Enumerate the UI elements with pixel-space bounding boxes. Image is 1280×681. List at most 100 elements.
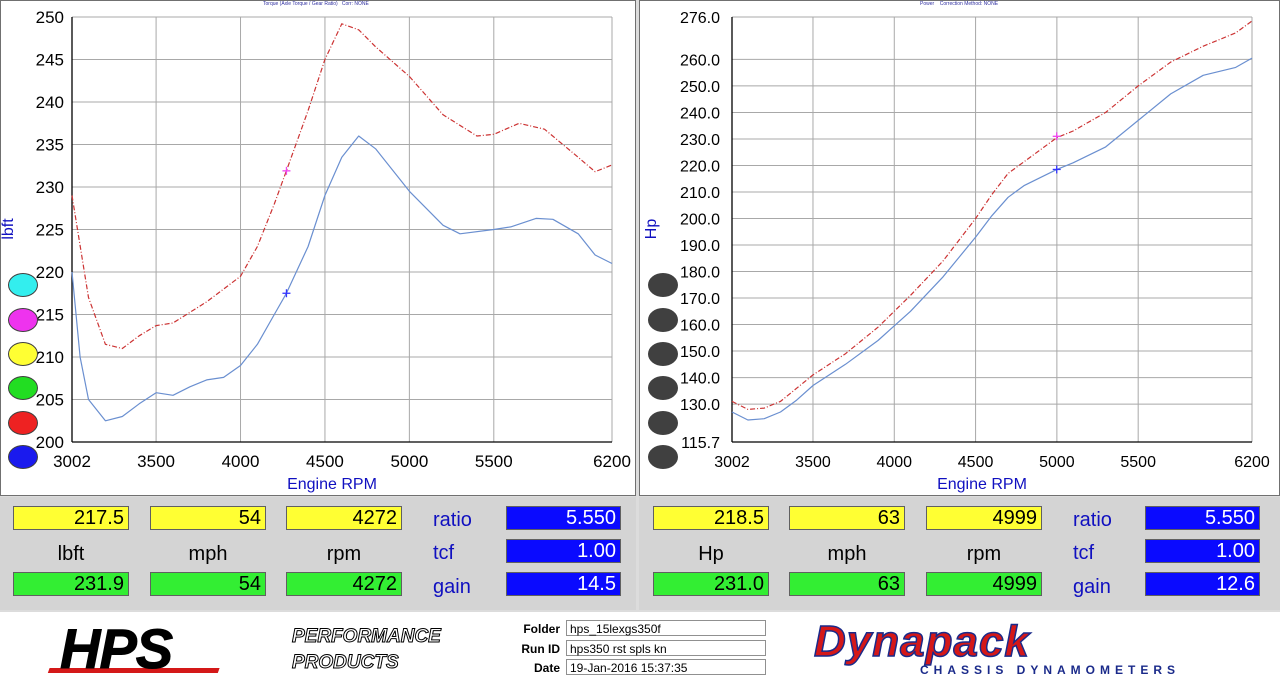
x-axis-label: Engine RPM (287, 476, 377, 493)
x-tick-label: 3002 (53, 452, 91, 471)
y-tick-label: 200 (36, 433, 64, 452)
gain-value: 14.5 (506, 572, 621, 596)
power-header-text: Power (920, 1, 935, 7)
y-axis-label: lbft (1, 218, 17, 240)
power-readout: 218.5 63 4999 Hp mph rpm 231.0 63 4999 r… (639, 497, 1280, 610)
legend-dot[interactable] (8, 376, 38, 400)
date-label: Date (533, 661, 560, 675)
folder-value: hps_15lexgs350f (566, 620, 766, 636)
x-tick-label: 3002 (714, 454, 750, 471)
y-tick-label: 190.0 (680, 238, 720, 255)
y-tick-label: 250 (36, 8, 64, 27)
runid-value: hps350 rst spls kn (566, 640, 766, 656)
tcf-label: tcf (433, 542, 455, 564)
y-tick-label: 250.0 (680, 79, 720, 96)
x-tick-label: 5500 (1120, 454, 1156, 471)
rpm-unit-label: rpm (326, 543, 362, 565)
hps-logo-text: HPS (60, 617, 173, 680)
peak-hp-value: 231.0 (653, 572, 769, 596)
gain-label: gain (1073, 576, 1111, 598)
dynapack-logo: Dynapack CHASSIS DYNAMOMETERS (813, 616, 1180, 677)
y-tick-label: 220.0 (680, 158, 720, 175)
y-tick-label: 170.0 (680, 291, 720, 308)
y-tick-label: 140.0 (680, 371, 720, 388)
y-tick-label: 205 (36, 391, 64, 410)
x-tick-label: 6200 (1234, 454, 1270, 471)
legend-dot[interactable] (648, 411, 678, 435)
legend-dot[interactable] (8, 445, 38, 469)
power-chart[interactable]: 3002 3500 4000 4500 5000 5500 6200 115.7 130.0 14… (640, 1, 1280, 497)
y-tick-label: 200.0 (680, 211, 720, 228)
cursor-hp-value: 218.5 (653, 506, 769, 530)
peak-rpm-value: 4272 (286, 572, 402, 596)
legend-dot[interactable] (648, 445, 678, 469)
y-tick-label: 235 (36, 136, 64, 155)
x-tick-label: 4000 (222, 452, 260, 471)
y-tick-label: 230.0 (680, 132, 720, 149)
power-header-corr: Correction Method: NONE (939, 1, 999, 7)
legend-dot[interactable] (8, 411, 38, 435)
y-tick-label: 276.0 (680, 10, 720, 27)
cursor-torque-value: 217.5 (13, 506, 129, 530)
y-tick-label: 130.0 (680, 397, 720, 414)
hps-tagline-2: PRODUCTS (292, 652, 399, 673)
rpm-unit-label: rpm (966, 543, 1002, 565)
ratio-label: ratio (433, 509, 472, 531)
y-tick-label: 180.0 (680, 265, 720, 282)
cursor-mph-value: 54 (150, 506, 266, 530)
y-tick-label: 225 (36, 221, 64, 240)
folder-label: Folder (523, 622, 560, 636)
y-tick-label: 240 (36, 93, 64, 112)
runid-label: Run ID (521, 642, 560, 656)
y-tick-label: 230 (36, 178, 64, 197)
dynapack-logo-text: Dynapack (814, 617, 1031, 666)
ratio-value: 5.550 (506, 506, 621, 530)
legend-dot[interactable] (8, 308, 38, 332)
power-chart-header: Power Correction Method: NONE (920, 1, 998, 7)
series-line-1 (731, 20, 1253, 410)
torque-readout: 217.5 54 4272 lbft mph rpm 231.9 54 4272… (0, 497, 636, 610)
torque-header-text: Torque (Axle Torque / Gear Ratio) (263, 1, 338, 7)
y-tick-label: 245 (36, 51, 64, 70)
y-tick-label: 210.0 (680, 185, 720, 202)
y-tick-label: 260.0 (680, 52, 720, 69)
legend-dot[interactable] (648, 308, 678, 332)
y-tick-label: 240.0 (680, 105, 720, 122)
y-tick-label: 215 (36, 306, 64, 325)
date-value: 19-Jan-2016 15:37:35 (566, 659, 766, 675)
torque-unit-label: lbft (57, 543, 85, 565)
torque-chart-header: Torque (Axle Torque / Gear Ratio) Corr: … (263, 1, 369, 7)
series-line-2 (731, 57, 1253, 421)
x-tick-label: 5000 (1039, 454, 1075, 471)
footer: HPS PERFORMANCE PRODUCTS Folder hps_15le… (0, 612, 1280, 681)
y-tick-label: 150.0 (680, 344, 720, 361)
series-line-2 (71, 135, 613, 422)
peak-mph-value: 54 (150, 572, 266, 596)
legend-dot[interactable] (8, 342, 38, 366)
y-tick-label: 160.0 (680, 318, 720, 335)
y-axis-label: Hp (643, 219, 660, 240)
y-tick-label: 115.7 (681, 435, 720, 452)
legend-dot[interactable] (648, 376, 678, 400)
x-axis-label: Engine RPM (937, 476, 1027, 493)
mph-unit-label: mph (827, 543, 867, 565)
cursor-rpm-value: 4999 (926, 506, 1042, 530)
dynapack-tagline: CHASSIS DYNAMOMETERS (920, 663, 1180, 677)
hps-logo: HPS PERFORMANCE PRODUCTS (47, 617, 443, 681)
legend-dot[interactable] (648, 342, 678, 366)
gain-value: 12.6 (1145, 572, 1260, 596)
x-tick-label: 3500 (137, 452, 175, 471)
legend-dot[interactable] (648, 273, 678, 297)
y-tick-label: 220 (36, 263, 64, 282)
hp-unit-label: Hp (698, 543, 724, 565)
x-tick-label: 6200 (593, 452, 631, 471)
gain-label: gain (433, 576, 471, 598)
peak-rpm-value: 4999 (926, 572, 1042, 596)
hps-logo-stripe (47, 668, 220, 673)
tcf-label: tcf (1073, 542, 1095, 564)
series-line-1 (71, 23, 613, 350)
legend-dot[interactable] (8, 273, 38, 297)
y-tick-label: 210 (36, 348, 64, 367)
torque-chart[interactable]: 3002 3500 4000 4500 5000 5500 6200 200 205 210 215… (0, 1, 637, 497)
torque-chart-panel: Torque (Axle Torque / Gear Ratio) Corr: … (0, 0, 636, 496)
